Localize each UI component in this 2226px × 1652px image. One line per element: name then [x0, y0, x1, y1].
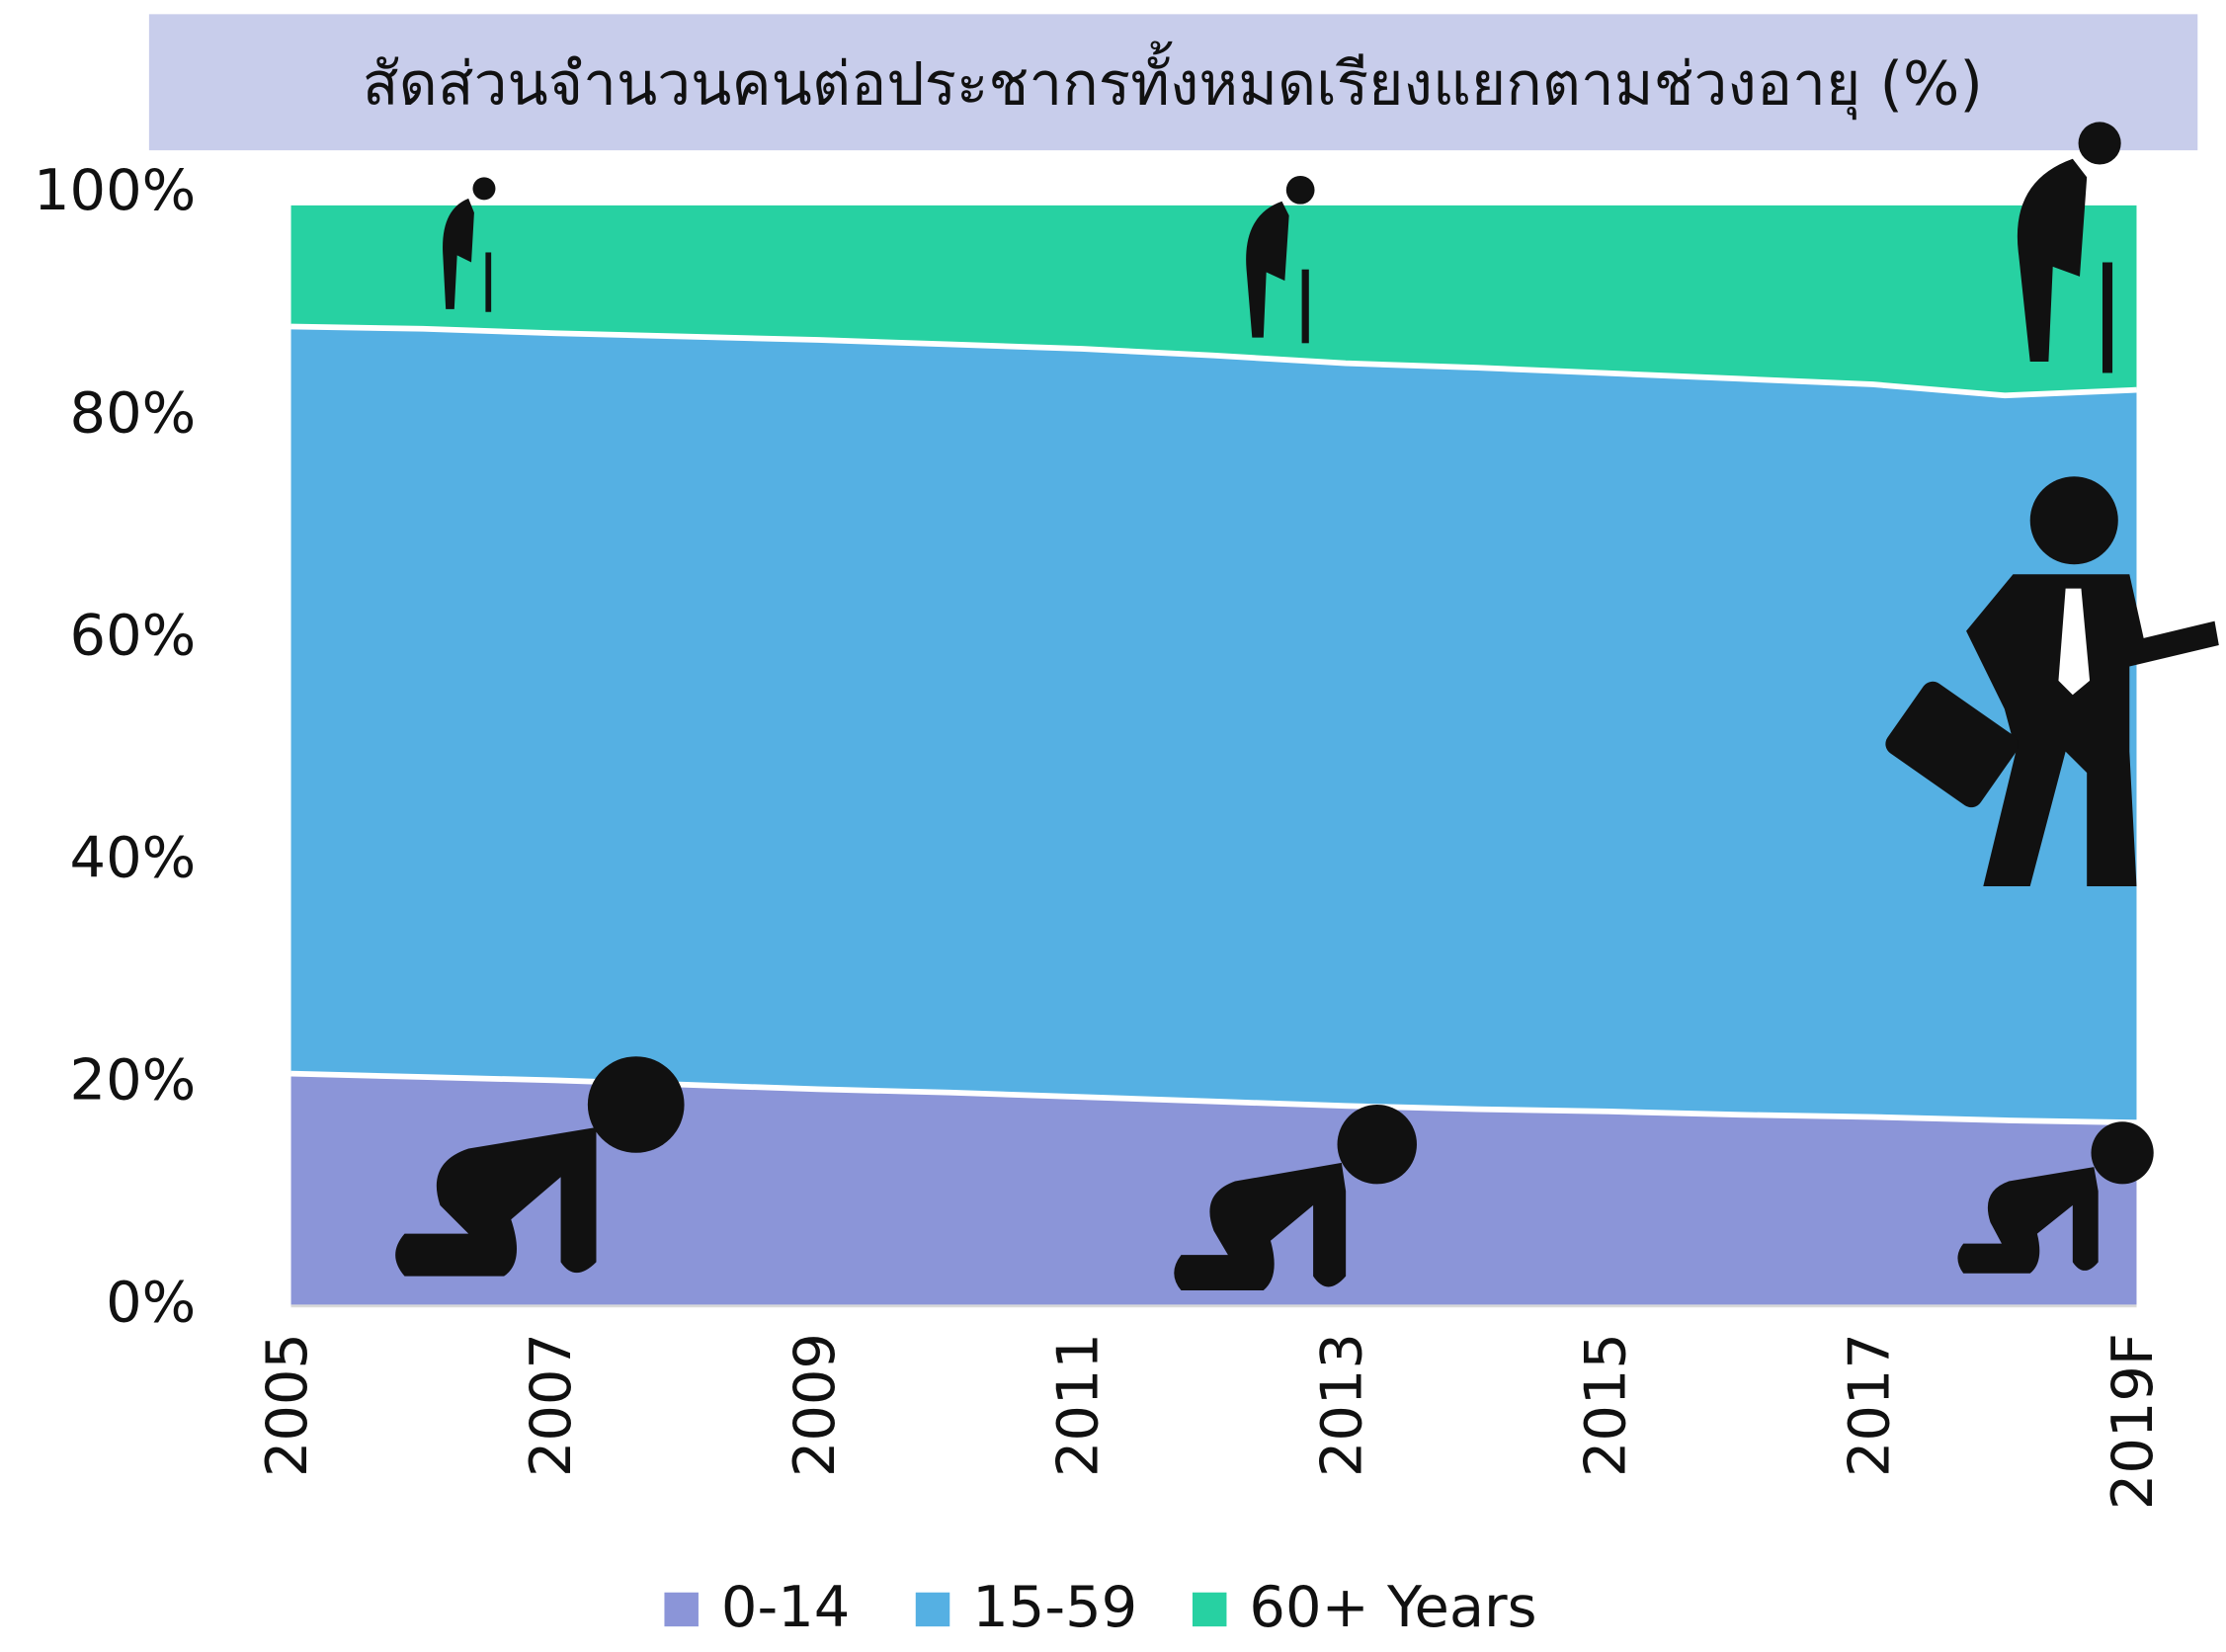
chart: สัดส่วนจำนวนคนต่อประชากรทั้งหมดเรียงแยกต… — [0, 0, 2226, 1652]
legend-label: 0-14 — [721, 1574, 850, 1640]
legend-swatch — [664, 1593, 698, 1626]
y-tick-label: 80% — [70, 379, 197, 446]
x-tick-label: 2011 — [1045, 1333, 1112, 1477]
x-tick-label: 2015 — [1572, 1333, 1638, 1477]
y-tick-label: 40% — [70, 824, 197, 890]
y-tick-label: 100% — [34, 157, 196, 223]
x-tick-label: 2009 — [782, 1333, 848, 1477]
legend-swatch — [1193, 1593, 1226, 1626]
x-tick-label: 2013 — [1309, 1333, 1375, 1477]
legend-label: 15-59 — [972, 1574, 1137, 1640]
area — [291, 327, 2137, 1123]
x-tick-label: 2007 — [518, 1333, 584, 1477]
chart-title: สัดส่วนจำนวนคนต่อประชากรทั้งหมดเรียงแยกต… — [363, 41, 1983, 121]
plot: 0% 20% 40% 60% 80% 100% 2005 2007 2009 2011 2013 20… — [34, 157, 2166, 1510]
x-tick-label: 2019F — [2100, 1333, 2166, 1510]
y-tick-label: 60% — [70, 602, 197, 668]
legend-swatch — [916, 1593, 949, 1626]
x-tick-label: 2017 — [1836, 1333, 1902, 1477]
y-tick-label: 20% — [70, 1046, 197, 1113]
y-tick-label: 0% — [106, 1269, 196, 1335]
legend: 0-14 15-59 60+ Years — [664, 1574, 1536, 1640]
legend-label: 60+ Years — [1249, 1574, 1536, 1640]
x-tick-label: 2005 — [254, 1333, 320, 1477]
